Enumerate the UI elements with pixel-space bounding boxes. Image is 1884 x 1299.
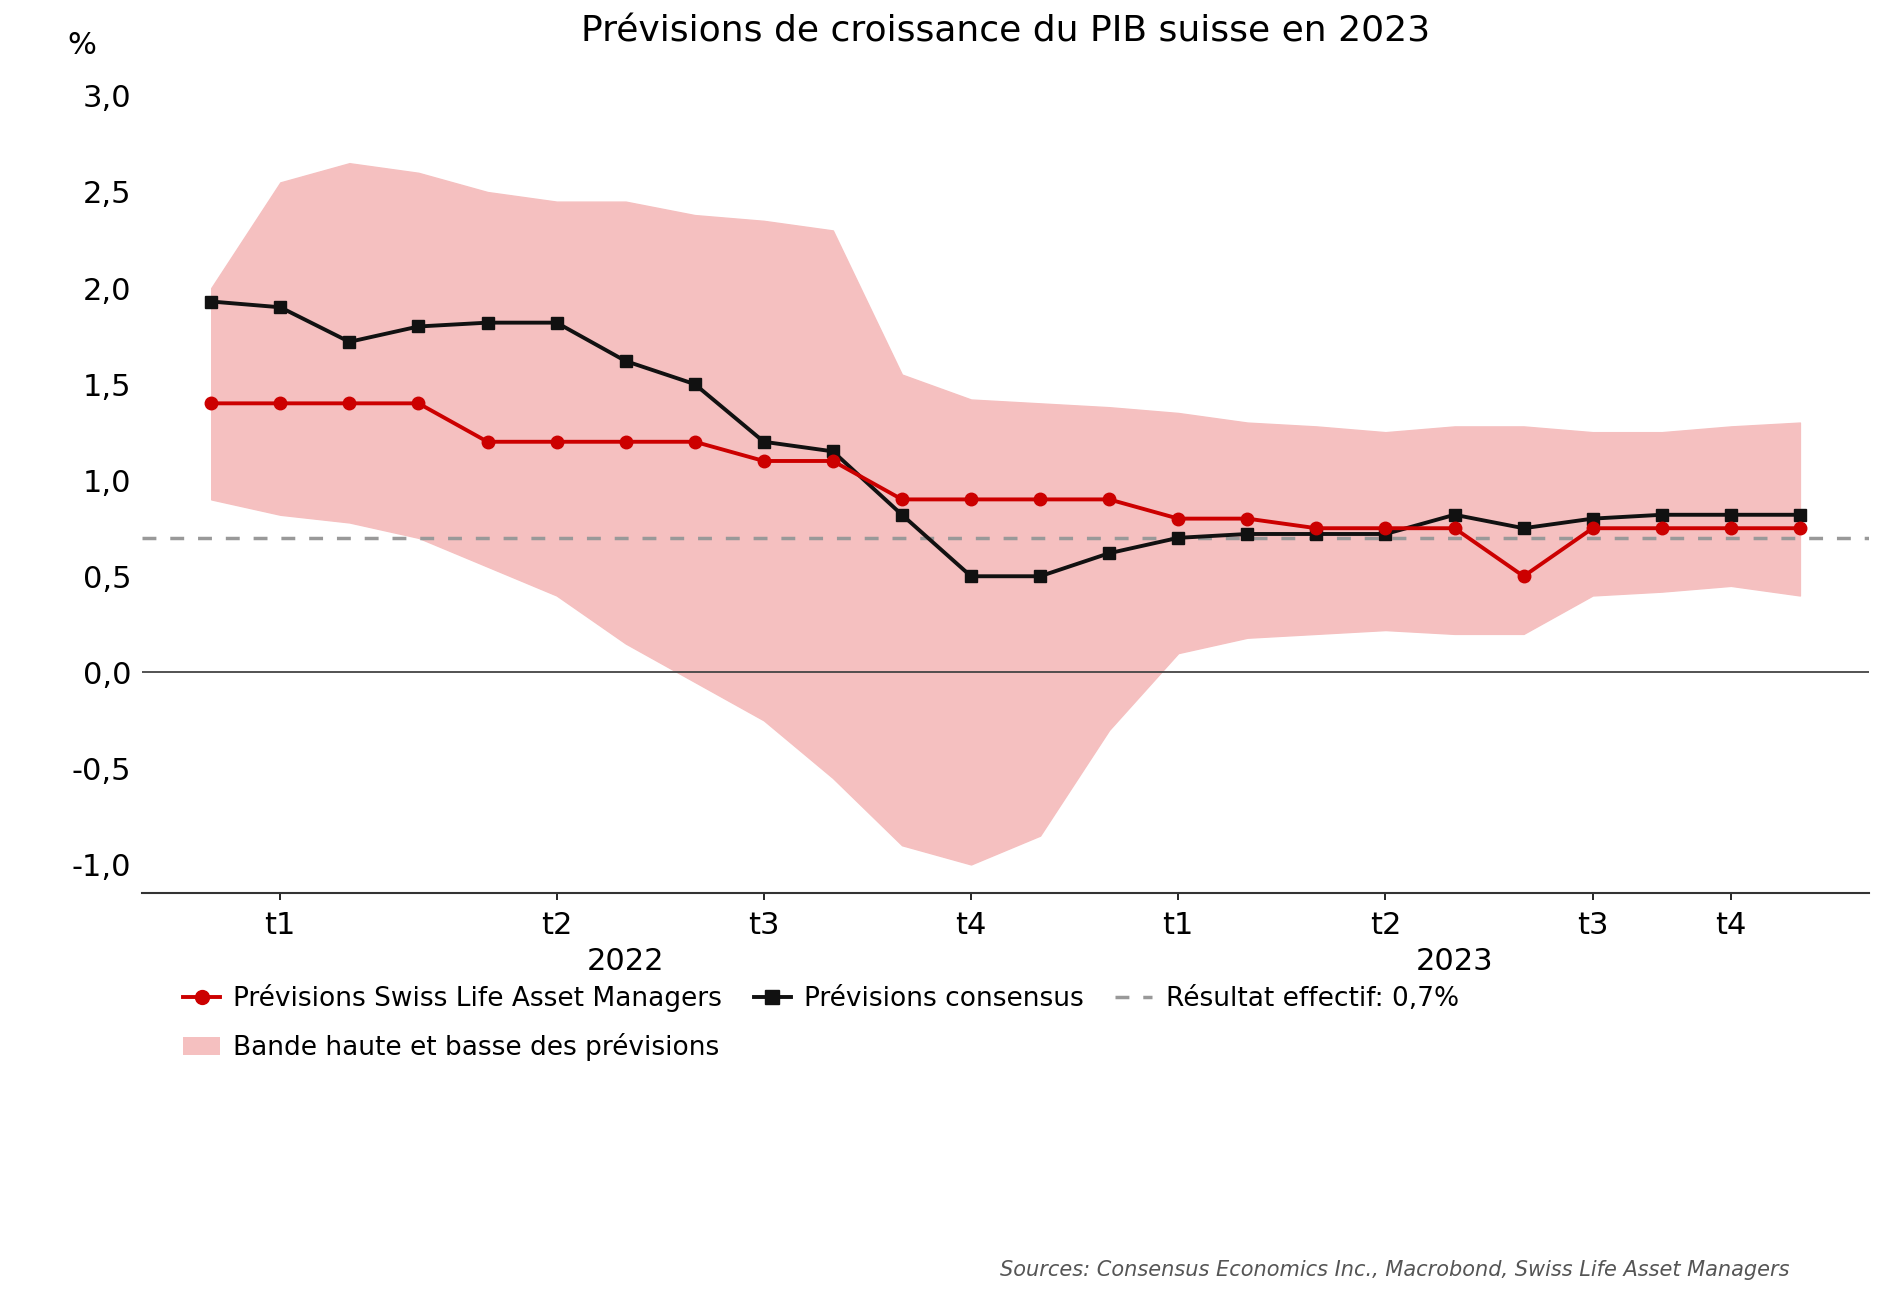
Text: Sources: Consensus Economics Inc., Macrobond, Swiss Life Asset Managers: Sources: Consensus Economics Inc., Macro…: [1000, 1260, 1790, 1280]
Title: Prévisions de croissance du PIB suisse en 2023: Prévisions de croissance du PIB suisse e…: [580, 16, 1430, 49]
Y-axis label: %: %: [68, 31, 96, 60]
Legend: Bande haute et basse des prévisions: Bande haute et basse des prévisions: [173, 1022, 731, 1072]
Text: 2022: 2022: [588, 947, 665, 976]
Text: 2023: 2023: [1415, 947, 1494, 976]
